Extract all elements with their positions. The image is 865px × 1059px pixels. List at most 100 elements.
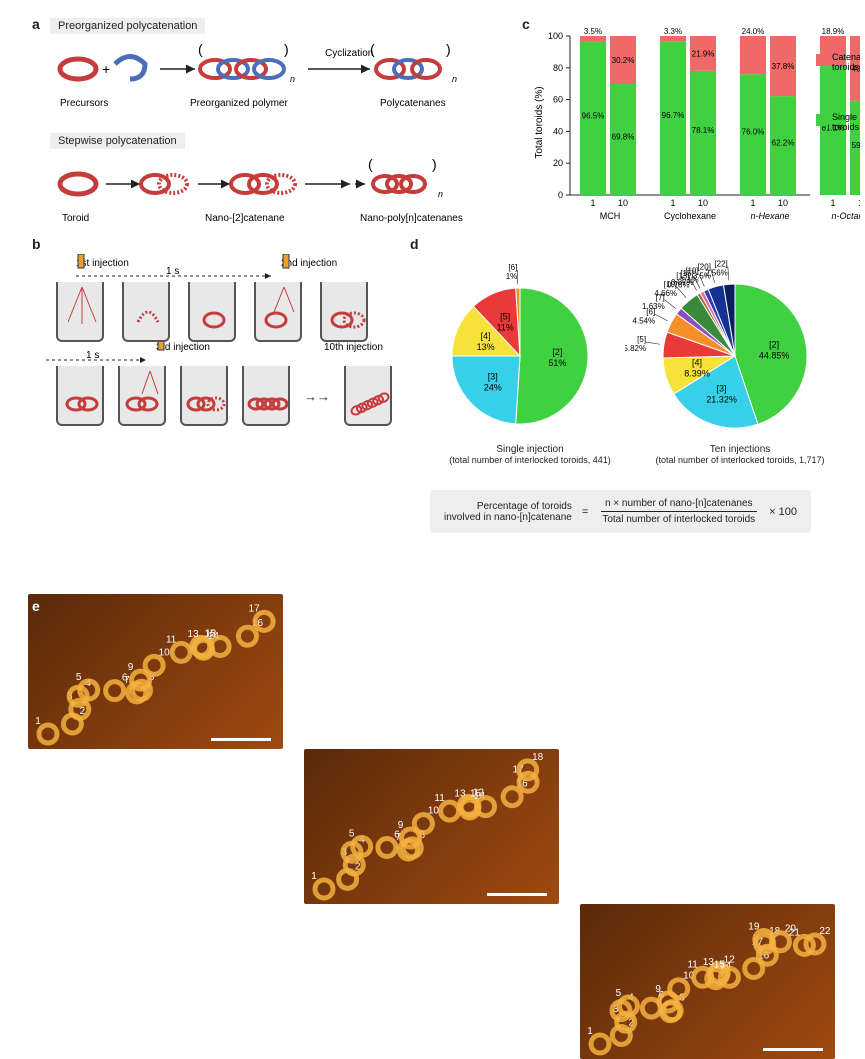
svg-text:22: 22 bbox=[819, 926, 831, 937]
svg-text:n-Hexane: n-Hexane bbox=[750, 211, 789, 221]
svg-text:21.9%: 21.9% bbox=[692, 49, 715, 58]
n-sub2: n bbox=[452, 74, 457, 84]
svg-text:11: 11 bbox=[687, 959, 698, 970]
svg-text:(: ( bbox=[368, 156, 373, 172]
svg-text:24.0%: 24.0% bbox=[742, 27, 765, 36]
svg-text:9: 9 bbox=[398, 820, 404, 831]
svg-text:): ) bbox=[284, 41, 289, 57]
svg-text:10: 10 bbox=[698, 198, 708, 208]
beaker bbox=[122, 282, 170, 342]
svg-text:toroids: toroids bbox=[832, 62, 860, 72]
svg-text:1%: 1% bbox=[506, 272, 518, 281]
precursors-label: Precursors bbox=[60, 98, 108, 109]
svg-text:1: 1 bbox=[830, 198, 835, 208]
panel-a-scheme1: + ( ) n Cyclization ( ) n Precursors Pre… bbox=[50, 34, 490, 124]
svg-text:[22]: [22] bbox=[714, 259, 727, 268]
beaker bbox=[118, 366, 166, 426]
svg-text:13%: 13% bbox=[477, 342, 495, 352]
svg-text:5: 5 bbox=[616, 988, 622, 999]
svg-text:[4]: [4] bbox=[481, 331, 491, 341]
formula-left: Percentage of toroids involved in nano-[… bbox=[444, 501, 572, 523]
svg-text:10: 10 bbox=[618, 198, 628, 208]
svg-text:[6]: [6] bbox=[508, 263, 517, 272]
polycat-label: Polycatenanes bbox=[380, 98, 446, 109]
svg-text:1: 1 bbox=[587, 1026, 593, 1037]
svg-text:15: 15 bbox=[714, 959, 726, 970]
beaker bbox=[320, 282, 368, 342]
svg-text:96.7%: 96.7% bbox=[662, 111, 685, 120]
panel-d: [2]51%[3]24%[4]13%[5]11%[6]1% [2]44.85%[… bbox=[420, 246, 850, 449]
svg-text:Total toroids (%): Total toroids (%) bbox=[534, 86, 545, 158]
inj10-label: 10th injection bbox=[324, 342, 383, 353]
svg-text:1: 1 bbox=[590, 198, 595, 208]
panel-a: Preorganized polycatenation + ( ) n Cycl… bbox=[50, 18, 490, 242]
interval2: 1 s bbox=[86, 350, 99, 361]
n-sub1: n bbox=[290, 74, 295, 84]
svg-text:13: 13 bbox=[454, 788, 466, 799]
svg-text:60: 60 bbox=[553, 95, 563, 105]
svg-text:[3]: [3] bbox=[488, 372, 498, 382]
beaker bbox=[56, 282, 104, 342]
svg-text:2.56%: 2.56% bbox=[705, 268, 728, 277]
pie-single: [2]51%[3]24%[4]13%[5]11%[6]1% bbox=[420, 246, 620, 446]
panel-a-title2: Stepwise polycatenation bbox=[50, 133, 185, 149]
beaker bbox=[188, 282, 236, 342]
svg-text:21.32%: 21.32% bbox=[706, 394, 737, 404]
svg-text:18.9%: 18.9% bbox=[822, 27, 845, 36]
beaker bbox=[254, 282, 302, 342]
afm-f: 123456789101112131415161718 bbox=[304, 749, 559, 904]
svg-text:10: 10 bbox=[428, 806, 440, 817]
svg-text:3.5%: 3.5% bbox=[584, 27, 602, 36]
nano2-label: Nano-[2]catenane bbox=[205, 213, 285, 224]
preorg-label: Preorganized polymer bbox=[190, 98, 288, 109]
svg-text:Cyclohexane: Cyclohexane bbox=[664, 211, 716, 221]
svg-text:MCH: MCH bbox=[600, 211, 621, 221]
svg-text:30.2%: 30.2% bbox=[612, 56, 635, 65]
svg-text:24%: 24% bbox=[484, 383, 502, 393]
panel-label-e: e bbox=[32, 598, 40, 614]
svg-text:40: 40 bbox=[553, 126, 563, 136]
svg-text:[4]: [4] bbox=[692, 357, 702, 367]
panel-label-b: b bbox=[32, 236, 41, 252]
svg-text:18: 18 bbox=[532, 752, 544, 763]
svg-text:1: 1 bbox=[670, 198, 675, 208]
svg-text:9: 9 bbox=[128, 662, 134, 673]
svg-text:37.8%: 37.8% bbox=[772, 62, 795, 71]
svg-text:5: 5 bbox=[349, 829, 355, 840]
svg-text:51%: 51% bbox=[548, 358, 566, 368]
svg-text:4.66%: 4.66% bbox=[654, 289, 677, 298]
svg-text:19: 19 bbox=[748, 921, 760, 932]
pie-ten: [2]44.85%[3]21.32%[4]8.39%[5]5.82%[6]4.5… bbox=[625, 246, 845, 446]
interval1: 1 s bbox=[166, 266, 179, 277]
scalebar bbox=[211, 738, 271, 741]
svg-text:20: 20 bbox=[553, 158, 563, 168]
svg-text:1: 1 bbox=[750, 198, 755, 208]
panel-label-g: g bbox=[584, 598, 593, 614]
beaker bbox=[242, 366, 290, 426]
svg-text:96.5%: 96.5% bbox=[582, 111, 605, 120]
formula-fraction: n × number of nano-[n]catenanes Total nu… bbox=[598, 498, 759, 525]
panel-b: 1st injection 2nd injection 1 s 1 s 3rd … bbox=[46, 254, 406, 432]
svg-text:1: 1 bbox=[35, 716, 41, 727]
svg-text:15: 15 bbox=[470, 789, 482, 800]
svg-text:69.8%: 69.8% bbox=[612, 133, 635, 142]
svg-text:1: 1 bbox=[311, 871, 317, 882]
svg-text:11: 11 bbox=[166, 634, 177, 645]
svg-text:11%: 11% bbox=[496, 323, 513, 333]
svg-text:10: 10 bbox=[858, 198, 860, 208]
svg-text:): ) bbox=[432, 156, 437, 172]
svg-text:[2]: [2] bbox=[769, 340, 779, 350]
svg-text:5.82%: 5.82% bbox=[625, 344, 646, 353]
toroid-label: Toroid bbox=[62, 213, 89, 224]
nanopoly-label: Nano-poly[n]catenanes bbox=[360, 213, 463, 224]
svg-text:100: 100 bbox=[548, 31, 563, 41]
panel-label-a: a bbox=[32, 16, 40, 32]
svg-text:76.0%: 76.0% bbox=[742, 128, 765, 137]
pie2-caption: Ten injections (total number of interloc… bbox=[640, 444, 840, 465]
formula-eq: = bbox=[582, 506, 588, 518]
svg-text:10: 10 bbox=[159, 647, 171, 658]
svg-text:15: 15 bbox=[205, 628, 217, 639]
panel-a-scheme2: ( ) n Toroid Nano-[2]catenane Nano-poly[… bbox=[50, 149, 490, 239]
svg-text:(: ( bbox=[198, 41, 203, 57]
svg-text:78.1%: 78.1% bbox=[692, 126, 715, 135]
